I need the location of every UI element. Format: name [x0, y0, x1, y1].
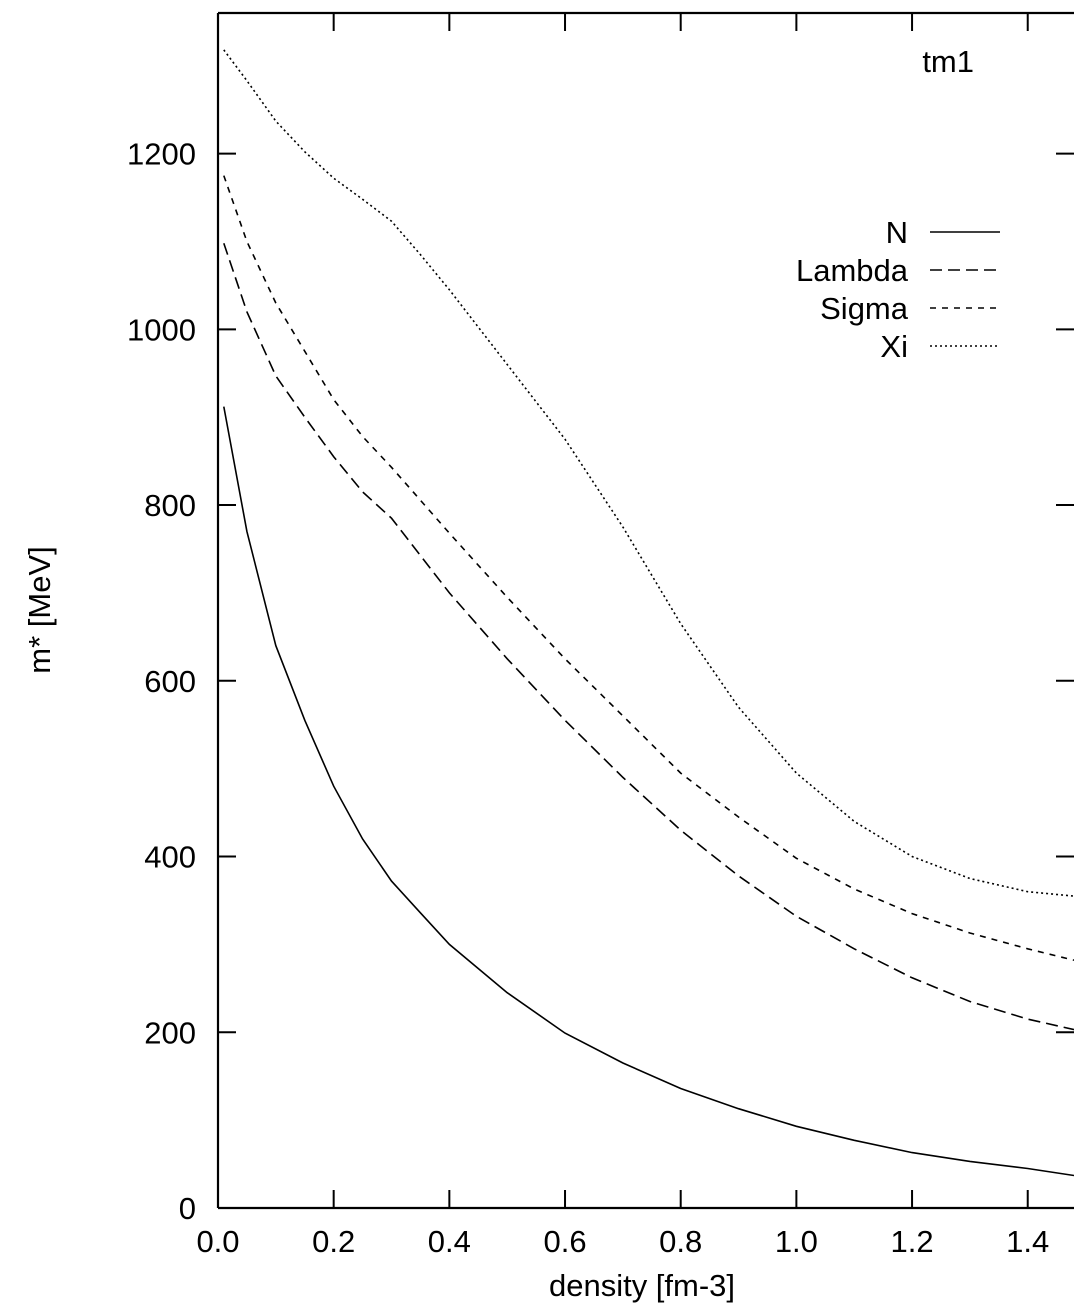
legend-label-lambda: Lambda: [796, 253, 909, 288]
x-tick-label: 0.8: [659, 1224, 702, 1259]
y-tick-label: 200: [144, 1015, 196, 1050]
plot-title: tm1: [922, 44, 974, 79]
axis-ticks: [217, 13, 1074, 1209]
y-tick-label: 1000: [127, 312, 196, 347]
x-tick-label: 0.2: [312, 1224, 355, 1259]
tick-labels: 0.0 0.2 0.4 0.6 0.8 1.0 1.2 1.4 0 200 400 600 800 100…: [127, 137, 1049, 1259]
series-line-n: [223, 406, 1074, 1177]
y-tick-label: 600: [144, 664, 196, 699]
x-axis-title: density [fm-3]: [549, 1268, 735, 1303]
x-tick-label: 1.0: [775, 1224, 818, 1259]
x-tick-label: 1.2: [890, 1224, 933, 1259]
y-tick-label: 0: [179, 1191, 196, 1226]
x-tick-label: 0.4: [428, 1224, 471, 1259]
x-tick-label: 1.4: [1006, 1224, 1049, 1259]
plot-frame: [216, 11, 1074, 1210]
y-tick-label: 800: [144, 488, 196, 523]
legend-label-xi: Xi: [880, 329, 908, 364]
series-line-sigma: [223, 175, 1074, 961]
series-line-xi: [223, 49, 1074, 897]
series-lines: [223, 49, 1074, 1177]
x-tick-label: 0.6: [543, 1224, 586, 1259]
y-tick-label: 400: [144, 840, 196, 875]
y-axis-title: m* [MeV]: [22, 546, 57, 673]
series-line-lambda: [223, 242, 1074, 1031]
legend-label-n: N: [886, 215, 908, 250]
x-tick-label: 0.0: [196, 1224, 239, 1259]
y-tick-label: 1200: [127, 137, 196, 172]
legend-label-sigma: Sigma: [820, 291, 909, 326]
